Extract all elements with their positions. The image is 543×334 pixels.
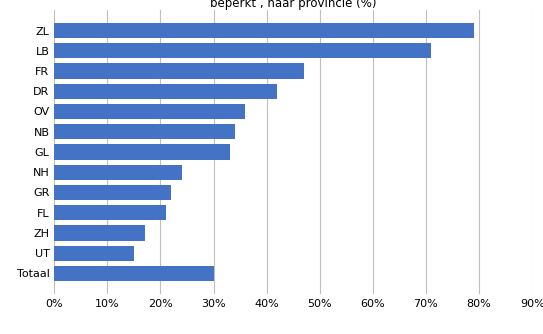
Bar [54, 23, 473, 38]
Bar [54, 266, 213, 281]
Bar [54, 63, 304, 78]
Bar [54, 84, 277, 99]
Bar [54, 225, 144, 240]
Bar [54, 245, 134, 261]
Bar [54, 165, 182, 180]
Bar [54, 144, 230, 160]
Bar [54, 205, 166, 220]
Title: beperkt , naar provincie (%): beperkt , naar provincie (%) [210, 0, 376, 10]
Bar [54, 43, 431, 58]
Bar [54, 185, 171, 200]
Bar [54, 124, 235, 139]
Bar [54, 104, 245, 119]
